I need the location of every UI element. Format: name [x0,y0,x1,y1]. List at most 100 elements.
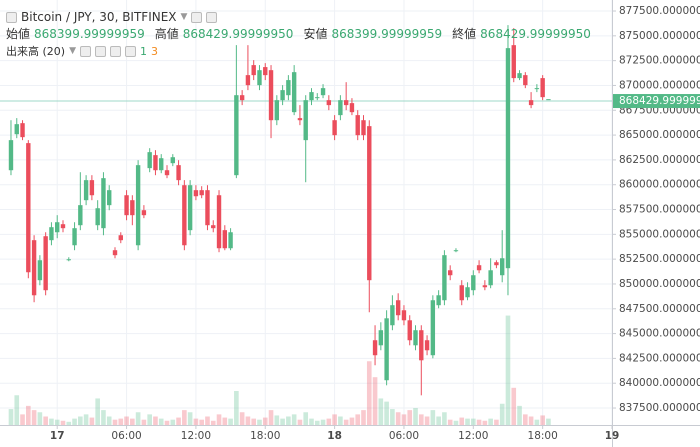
volume-bar [401,414,407,425]
candle-body [8,140,14,171]
volume-bar [465,418,470,425]
candle-body [453,250,459,252]
candle-body [251,65,256,76]
eye-icon[interactable] [80,46,91,57]
settings-icon[interactable] [191,12,203,23]
volume-bar [66,421,72,425]
candle-body [245,75,251,86]
last-price-tag [613,94,700,109]
volume-bar [384,401,389,425]
volume-bar [280,418,285,425]
volume-bar [303,412,309,425]
x-tick-label: 12:00 [458,430,488,442]
volume-bar [332,414,337,425]
candle-body [199,190,204,196]
candle-body [315,97,320,99]
candle-body [268,70,274,121]
candle-body [182,185,187,246]
candle-body [239,95,245,101]
volume-bar [245,416,251,425]
candle-body [430,300,436,356]
candle-body [436,295,441,306]
candle-body [326,100,332,106]
volume-bar [106,416,112,425]
candle-body [401,310,407,321]
settings-icon[interactable] [95,46,106,57]
volume-value: 3 [151,45,158,58]
volume-bar [488,418,493,425]
candle-body [95,208,100,226]
add-icon[interactable] [110,46,121,57]
y-tick-label: 837500.000000000 [619,402,700,414]
candle-body [20,123,25,138]
time-axis-bg [0,425,700,447]
candle-body [378,330,384,346]
volume-bar [338,416,343,425]
candle-body [26,143,31,273]
volume-bar [534,419,540,425]
candle-body [187,185,193,231]
candle-body [170,157,175,164]
volume-bar [193,418,199,425]
volume-bar [101,410,106,425]
volume-bar [436,416,441,425]
candle-body [107,190,112,206]
candle-body [505,48,511,269]
volume-bar [210,420,216,425]
volume-bar [494,419,499,425]
candle-body [222,230,228,249]
candle-body [124,195,129,216]
candle-body [101,178,106,229]
candle-body [546,99,551,101]
candle-body [361,120,366,136]
volume-bar [60,420,66,425]
candle-body [55,222,60,233]
volume-bar [118,418,124,425]
dropdown[interactable]: ▼ [69,46,76,56]
volume-bar [447,419,453,425]
volume-bar [257,419,262,425]
volume-bar [523,414,528,425]
candle-body [211,225,216,229]
volume-bar [239,412,245,425]
volume-bar [459,417,465,425]
ohlc-value: 868399.99999959 [331,27,443,41]
candle-body [280,90,285,101]
candle-body [338,100,343,116]
dropdown[interactable]: ▼ [180,12,188,22]
volume-bar [72,418,77,425]
volume-bar [320,419,326,425]
volume-bar [499,403,505,425]
volume-bar [517,405,522,425]
x-tick-label: 18:00 [528,430,558,442]
y-tick-label: 855000.000000000 [619,228,700,240]
candle-body [372,340,378,356]
volume-bar [216,414,222,425]
collapse-icon[interactable] [6,12,17,23]
volume-bar [130,418,135,425]
candle-body [37,260,43,281]
volume-bar [147,414,152,425]
volume-bar [228,418,233,425]
close-icon[interactable] [206,12,218,23]
y-tick-label: 852500.000000000 [619,253,700,265]
ohlc-value: 868429.99999950 [182,27,294,41]
candle-body [216,195,222,249]
volume-bar [326,418,332,425]
candle-body [476,265,482,271]
ohlc-value: 868399.99999959 [34,27,145,41]
candle-body [159,158,164,171]
y-tick-label: 862500.000000000 [619,154,700,166]
candle-body [471,275,476,291]
volume-bar [187,412,193,425]
candle-body [89,180,95,196]
volume-bar [361,410,366,425]
chart-title: Bitcoin / JPY, 30, BITFINEX [21,10,177,24]
y-tick-label: 847500.000000000 [619,303,700,315]
candle-body [291,72,297,113]
candle-body [528,100,534,106]
close-icon[interactable] [125,46,136,57]
candle-body [286,80,291,96]
volume-bar [141,419,147,425]
candle-body [367,126,372,281]
